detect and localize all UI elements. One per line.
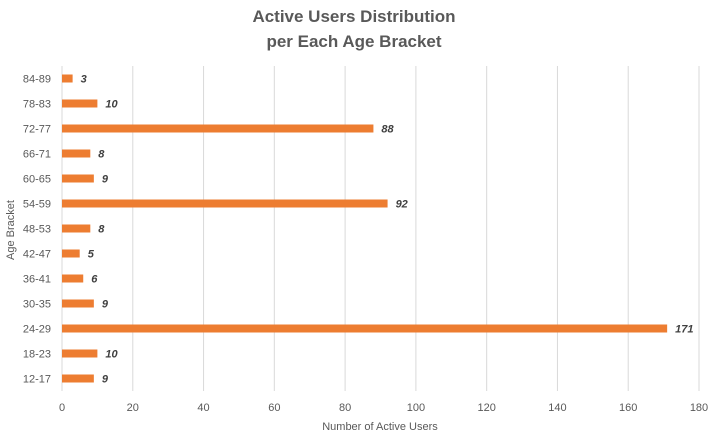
x-tick-label: 20: [127, 402, 139, 414]
bar: [62, 124, 374, 133]
bar: [62, 324, 668, 333]
y-tick-label: 24-29: [23, 324, 51, 336]
bar: [62, 349, 98, 358]
data-label: 8: [98, 149, 105, 161]
bar: [62, 199, 388, 208]
axis-layer: 0 20 40 60 80 100 120 140 160 180 12-17 18-23 24-29 3…: [23, 74, 708, 415]
x-tick-label: 0: [59, 402, 65, 414]
data-label: 5: [88, 249, 95, 261]
data-label: 10: [105, 99, 118, 111]
data-label: 10: [105, 349, 118, 361]
y-tick-label: 18-23: [23, 349, 51, 361]
y-tick-label: 60-65: [23, 174, 51, 186]
x-tick-label: 100: [407, 402, 425, 414]
data-label: 171: [675, 324, 693, 336]
bar: [62, 299, 94, 308]
data-label: 92: [396, 199, 408, 211]
x-tick-label: 180: [690, 402, 708, 414]
bar: [62, 249, 80, 258]
data-label: 88: [381, 124, 394, 136]
y-tick-label: 78-83: [23, 99, 51, 111]
y-tick-label: 36-41: [23, 274, 51, 286]
bars-layer: [62, 74, 668, 383]
grid-layer: [61, 66, 700, 391]
bar: [62, 274, 84, 283]
y-tick-label: 72-77: [23, 124, 51, 136]
data-label: 8: [98, 224, 105, 236]
data-label: 9: [102, 299, 109, 311]
y-tick-label: 84-89: [23, 74, 51, 86]
x-tick-label: 40: [197, 402, 209, 414]
data-label: 9: [102, 174, 109, 186]
bar: [62, 374, 94, 383]
x-tick-label: 120: [477, 402, 495, 414]
bar: [62, 224, 91, 233]
bar: [62, 149, 91, 158]
x-tick-label: 60: [268, 402, 280, 414]
y-tick-label: 12-17: [23, 374, 51, 386]
chart-title-line-2: per Each Age Bracket: [266, 32, 441, 51]
y-tick-label: 48-53: [23, 224, 51, 236]
y-tick-label: 54-59: [23, 199, 51, 211]
data-label: 6: [91, 274, 98, 286]
x-tick-label: 160: [619, 402, 637, 414]
bar: [62, 74, 73, 83]
data-label: 3: [81, 74, 87, 86]
bar: [62, 99, 98, 108]
y-tick-label: 66-71: [23, 149, 51, 161]
chart-title-line-1: Active Users Distribution: [252, 7, 455, 26]
x-tick-label: 140: [548, 402, 566, 414]
y-tick-label: 42-47: [23, 249, 51, 261]
x-tick-label: 80: [339, 402, 351, 414]
y-tick-label: 30-35: [23, 299, 51, 311]
data-label: 9: [102, 374, 109, 386]
y-axis-title: Age Bracket: [5, 200, 17, 260]
bar: [62, 174, 94, 183]
x-axis-title: Number of Active Users: [322, 421, 438, 433]
